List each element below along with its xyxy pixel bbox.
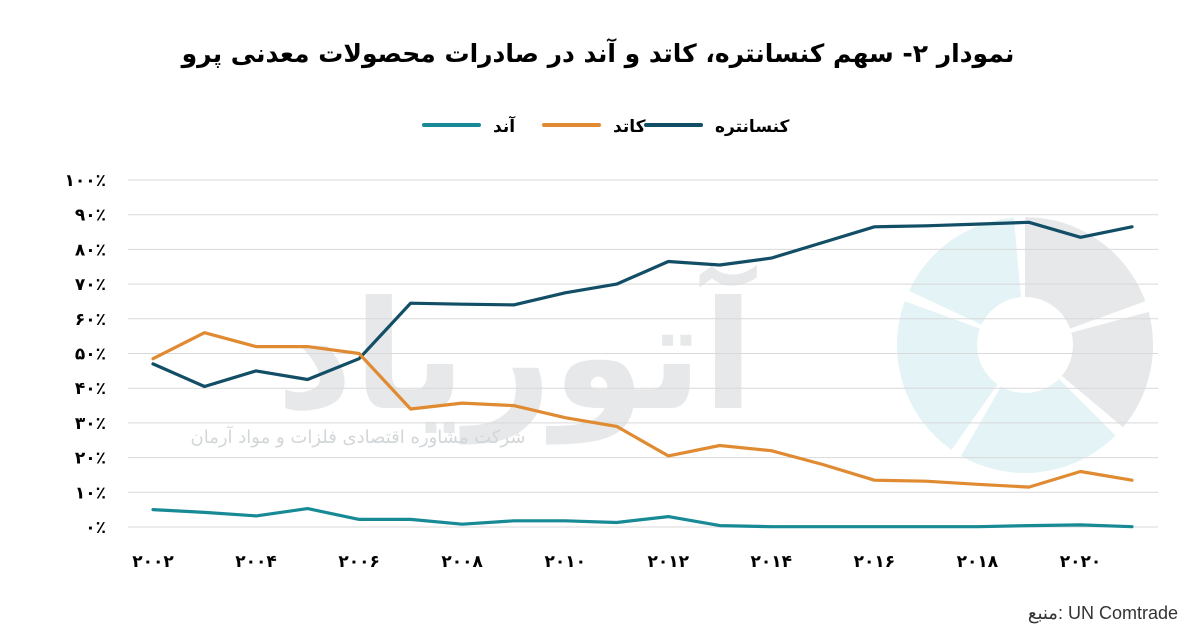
watermark-hub — [977, 297, 1073, 393]
chart-title: نمودار ۲- سهم کنسانتره، کاتد و آند در صا… — [180, 38, 1015, 69]
x-tick-label: ۲۰۰۲ — [132, 552, 174, 572]
y-axis-ticks: ۰٪ ۱۰٪ ۲۰٪ ۳۰٪ ۴۰٪ ۵۰٪ ۶۰٪ ۷۰٪ ۸۰٪ ۹۰٪ ۱۰۰٪ — [64, 171, 106, 538]
legend-label: کنسانتره — [715, 117, 790, 137]
x-tick-label: ۲۰۰۸ — [441, 552, 483, 572]
x-tick-label: ۲۰۱۴ — [751, 552, 793, 572]
y-tick-label: ۵۰٪ — [75, 345, 106, 365]
y-tick-label: ۲۰٪ — [75, 449, 106, 469]
y-tick-label: ۹۰٪ — [75, 206, 106, 226]
series-line — [151, 507, 1134, 529]
x-tick-label: ۲۰۱۶ — [854, 552, 896, 572]
y-tick-label: ۸۰٪ — [75, 240, 106, 260]
watermark-word: آتوریاد — [276, 265, 757, 445]
y-tick-label: ۶۰٪ — [75, 310, 106, 330]
y-tick-label: ۱۰٪ — [75, 483, 106, 503]
x-tick-label: ۲۰۱۲ — [648, 552, 690, 572]
watermark-emblem-icon — [897, 217, 1154, 473]
legend: کنسانتره کاتد آند — [422, 115, 790, 137]
y-tick-label: ۰٪ — [85, 518, 106, 538]
source-note: منبع: UN Comtrade — [1028, 603, 1178, 624]
x-tick-label: ۲۰۰۶ — [338, 552, 380, 572]
legend-label: کاتد — [613, 117, 646, 137]
y-tick-label: ۱۰۰٪ — [64, 171, 106, 191]
x-tick-label: ۲۰۲۰ — [1060, 552, 1102, 572]
x-tick-label: ۲۰۱۸ — [957, 552, 999, 572]
legend-label: آند — [493, 115, 516, 137]
y-tick-label: ۳۰٪ — [75, 414, 106, 434]
plot-series — [151, 220, 1134, 529]
watermark-wedge — [961, 345, 1116, 473]
x-tick-label: ۲۰۰۴ — [235, 552, 277, 572]
series-line — [151, 331, 1134, 489]
y-tick-label: ۴۰٪ — [75, 379, 106, 399]
y-tick-label: ۷۰٪ — [75, 275, 106, 295]
y-gridlines — [128, 179, 1158, 528]
watermark-tagline: شرکت مشاوره اقتصادی فلزات و مواد آرمان — [191, 425, 526, 448]
watermark-logo: آتوریاد شرکت مشاوره اقتصادی فلزات و مواد… — [191, 217, 1154, 473]
series-line — [151, 220, 1134, 389]
x-tick-label: ۲۰۱۰ — [544, 552, 586, 572]
x-axis-ticks: ۲۰۰۲ ۲۰۰۴ ۲۰۰۶ ۲۰۰۸ ۲۰۱۰ ۲۰۱۲ ۲۰۱۴ ۲۰۱۶ ۲۰۱۸ ۲۰۲۰ — [132, 552, 1101, 572]
